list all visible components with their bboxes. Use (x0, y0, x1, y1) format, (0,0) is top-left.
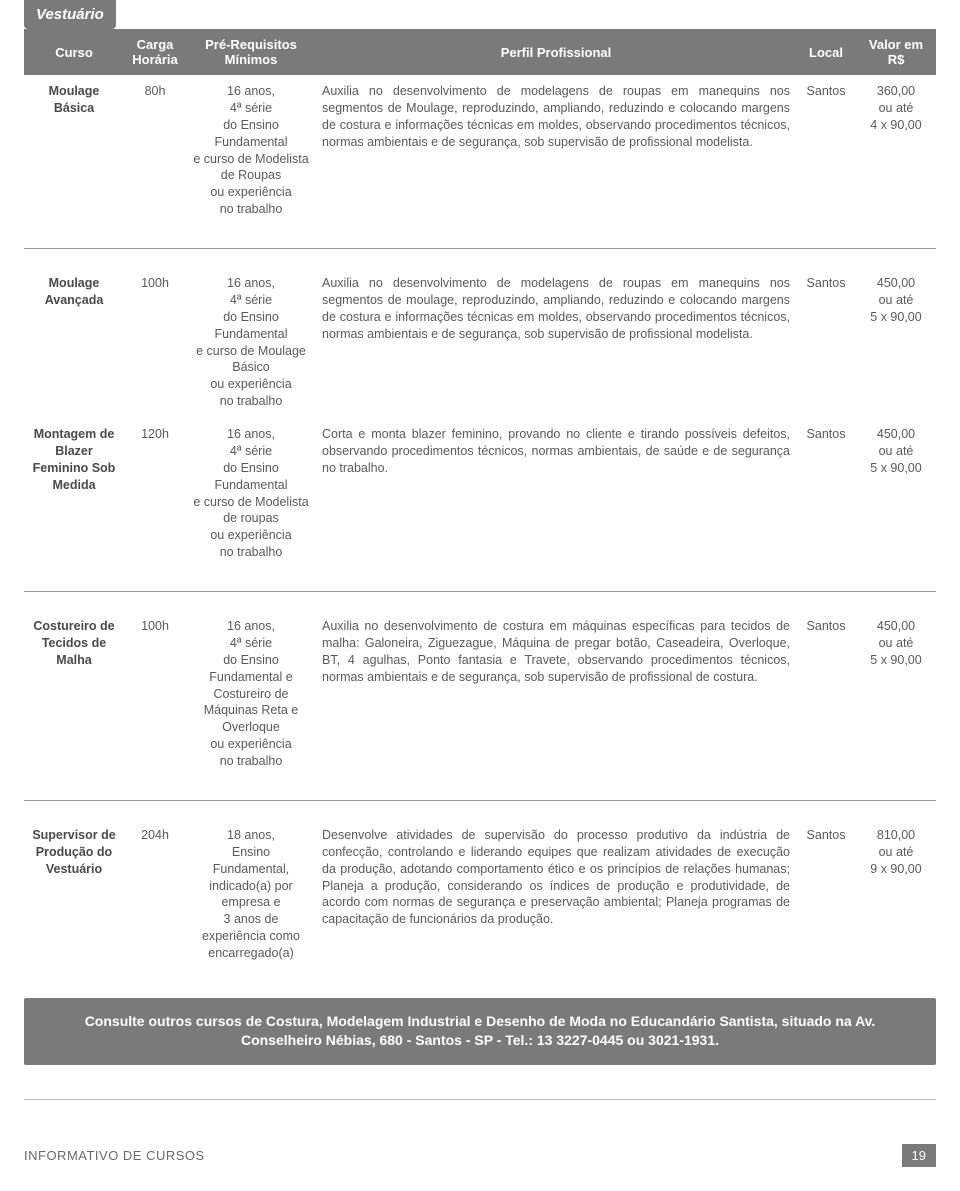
cell-local: Santos (796, 819, 856, 970)
table-row: Costureiro de Tecidos de Malha100h16 ano… (24, 610, 936, 778)
footer-note: Consulte outros cursos de Costura, Model… (24, 998, 936, 1065)
group-separator (24, 569, 936, 610)
col-header-valor: Valor em R$ (856, 29, 936, 75)
cell-local: Santos (796, 267, 856, 418)
cell-prereq: 16 anos, 4ª série do Ensino Fundamental … (186, 418, 316, 569)
cell-valor: 450,00 ou até 5 x 90,00 (856, 610, 936, 778)
col-header-perfil: Perfil Profissional (316, 29, 796, 75)
col-header-curso: Curso (24, 29, 124, 75)
cell-curso: Moulage Avançada (24, 267, 124, 418)
page-root: Vestuário Curso Carga Horária Pré-Requis… (0, 0, 960, 1191)
cell-perfil: Desenvolve atividades de supervisão do p… (316, 819, 796, 970)
cell-perfil: Auxilia no desenvolvimento de modelagens… (316, 75, 796, 226)
cell-valor: 360,00 ou até 4 x 90,00 (856, 75, 936, 226)
cell-curso: Moulage Básica (24, 75, 124, 226)
group-separator (24, 778, 936, 819)
cell-valor: 450,00 ou até 5 x 90,00 (856, 267, 936, 418)
footer-label: INFORMATIVO DE CURSOS (24, 1148, 205, 1163)
cell-carga: 204h (124, 819, 186, 970)
cell-curso: Costureiro de Tecidos de Malha (24, 610, 124, 778)
cell-carga: 100h (124, 610, 186, 778)
col-header-carga: Carga Horária (124, 29, 186, 75)
cell-prereq: 16 anos, 4ª série do Ensino Fundamental … (186, 610, 316, 778)
cell-curso: Montagem de Blazer Feminino Sob Medida (24, 418, 124, 569)
cell-local: Santos (796, 610, 856, 778)
page-number: 19 (902, 1144, 936, 1167)
course-table: Curso Carga Horária Pré-Requisitos Mínim… (24, 29, 936, 970)
cell-perfil: Auxilia no desenvolvimento de modelagens… (316, 267, 796, 418)
group-separator (24, 226, 936, 267)
cell-perfil: Corta e monta blazer feminino, provando … (316, 418, 796, 569)
col-header-prereq: Pré-Requisitos Mínimos (186, 29, 316, 75)
table-row: Supervisor de Produção do Vestuário204h1… (24, 819, 936, 970)
cell-prereq: 16 anos, 4ª série do Ensino Fundamental … (186, 75, 316, 226)
cell-local: Santos (796, 75, 856, 226)
col-header-local: Local (796, 29, 856, 75)
bottom-bar: INFORMATIVO DE CURSOS 19 (24, 1138, 936, 1167)
table-row: Moulage Avançada100h16 anos, 4ª série do… (24, 267, 936, 418)
section-title: Vestuário (24, 0, 116, 29)
table-row: Moulage Básica80h16 anos, 4ª série do En… (24, 75, 936, 226)
cell-local: Santos (796, 418, 856, 569)
cell-valor: 810,00 ou até 9 x 90,00 (856, 819, 936, 970)
footer-divider (24, 1099, 936, 1100)
cell-carga: 100h (124, 267, 186, 418)
table-row: Montagem de Blazer Feminino Sob Medida12… (24, 418, 936, 569)
cell-perfil: Auxilia no desenvolvimento de costura em… (316, 610, 796, 778)
cell-carga: 80h (124, 75, 186, 226)
table-header: Curso Carga Horária Pré-Requisitos Mínim… (24, 29, 936, 75)
table-body: Moulage Básica80h16 anos, 4ª série do En… (24, 75, 936, 970)
cell-prereq: 18 anos, Ensino Fundamental, indicado(a)… (186, 819, 316, 970)
cell-prereq: 16 anos, 4ª série do Ensino Fundamental … (186, 267, 316, 418)
cell-curso: Supervisor de Produção do Vestuário (24, 819, 124, 970)
cell-carga: 120h (124, 418, 186, 569)
cell-valor: 450,00 ou até 5 x 90,00 (856, 418, 936, 569)
